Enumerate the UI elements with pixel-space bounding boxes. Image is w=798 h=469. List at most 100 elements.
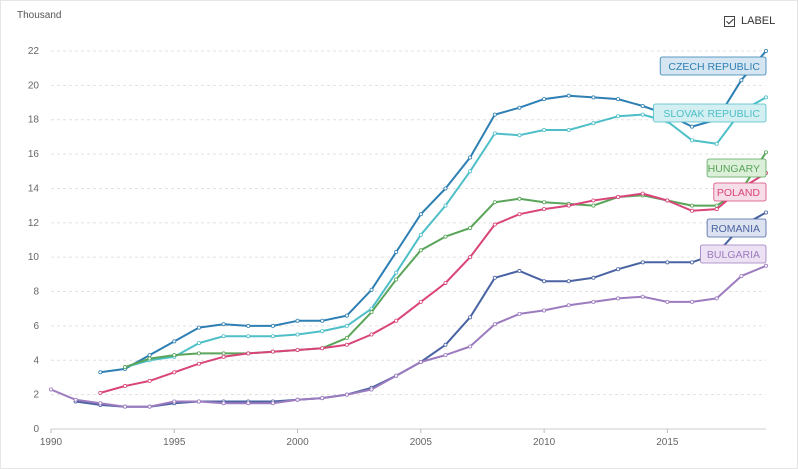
data-point (566, 279, 571, 284)
data-point (221, 354, 226, 359)
data-point (591, 121, 596, 126)
x-tick-label: 2000 (286, 437, 309, 448)
data-point (246, 323, 251, 328)
data-point (172, 399, 177, 404)
data-point (714, 141, 719, 146)
data-point (172, 353, 177, 358)
data-point (492, 200, 497, 205)
series-line (124, 96, 767, 369)
data-point (468, 225, 473, 230)
data-point (690, 299, 695, 304)
data-point (566, 128, 571, 133)
data-point (394, 373, 399, 378)
data-point (270, 323, 275, 328)
data-point (196, 361, 201, 366)
data-point (690, 124, 695, 129)
data-point (418, 299, 423, 304)
data-point (270, 401, 275, 406)
data-point (566, 203, 571, 208)
end-label-text: CZECH REPUBLIC (668, 61, 760, 73)
data-point (369, 387, 374, 392)
data-point (542, 279, 547, 284)
label-checkbox[interactable] (724, 15, 735, 27)
series-poland (98, 170, 769, 395)
data-point (443, 234, 448, 239)
data-point (517, 212, 522, 217)
series-line (100, 172, 767, 394)
y-tick-label: 10 (28, 252, 40, 263)
data-point (616, 296, 621, 301)
series-romania (73, 210, 769, 409)
y-tick-label: 16 (28, 149, 40, 160)
data-point (320, 396, 325, 401)
data-point (344, 392, 349, 397)
data-point (246, 401, 251, 406)
data-point (665, 299, 670, 304)
data-point (98, 401, 103, 406)
data-point (196, 325, 201, 330)
data-point (295, 332, 300, 337)
series-czech-republic (98, 49, 769, 375)
series-bulgaria (49, 263, 769, 409)
data-point (591, 299, 596, 304)
data-point (443, 280, 448, 285)
end-label-text: POLAND (717, 187, 761, 199)
data-point (369, 310, 374, 315)
series-hungary (122, 150, 769, 370)
x-tick-label: 2015 (656, 437, 679, 448)
data-point (147, 378, 152, 383)
data-point (172, 370, 177, 375)
data-point (196, 399, 201, 404)
data-point (616, 114, 621, 119)
data-point (690, 208, 695, 213)
data-point (369, 332, 374, 337)
data-point (147, 353, 152, 358)
data-point (517, 105, 522, 110)
data-point (517, 133, 522, 138)
end-label-box (653, 103, 767, 123)
data-point (295, 397, 300, 402)
data-point (764, 150, 769, 155)
data-point (468, 169, 473, 174)
data-point (566, 93, 571, 98)
data-point (640, 112, 645, 117)
y-tick-label: 8 (33, 287, 39, 298)
data-point (246, 334, 251, 339)
data-point (492, 322, 497, 327)
y-tick-label: 6 (33, 321, 39, 332)
data-point (542, 308, 547, 313)
label-toggle[interactable]: LABEL (724, 15, 775, 27)
data-point (320, 318, 325, 323)
data-point (394, 277, 399, 282)
end-label-slovak-republic: SLOVAK REPUBLIC (653, 103, 767, 123)
label-toggle-text: LABEL (741, 15, 776, 27)
data-point (591, 95, 596, 100)
data-point (270, 334, 275, 339)
data-point (591, 275, 596, 280)
data-point (196, 351, 201, 356)
end-label-romania: ROMANIA (706, 218, 767, 238)
data-point (344, 335, 349, 340)
data-point (221, 322, 226, 327)
data-point (73, 397, 78, 402)
data-point (665, 260, 670, 265)
data-point (468, 255, 473, 260)
data-point (517, 268, 522, 273)
data-point (221, 334, 226, 339)
data-point (492, 112, 497, 117)
data-point (394, 270, 399, 275)
data-point (295, 347, 300, 352)
data-point (270, 349, 275, 354)
y-tick-label: 20 (28, 80, 40, 91)
data-point (616, 267, 621, 272)
x-tick-label: 1995 (163, 437, 186, 448)
y-tick-label: 2 (33, 390, 39, 401)
end-label-czech-republic: CZECH REPUBLIC (659, 56, 767, 76)
data-point (640, 294, 645, 299)
data-point (616, 195, 621, 200)
y-tick-label: 12 (28, 218, 40, 229)
data-point (591, 198, 596, 203)
data-point (320, 329, 325, 334)
series-line (50, 264, 767, 408)
